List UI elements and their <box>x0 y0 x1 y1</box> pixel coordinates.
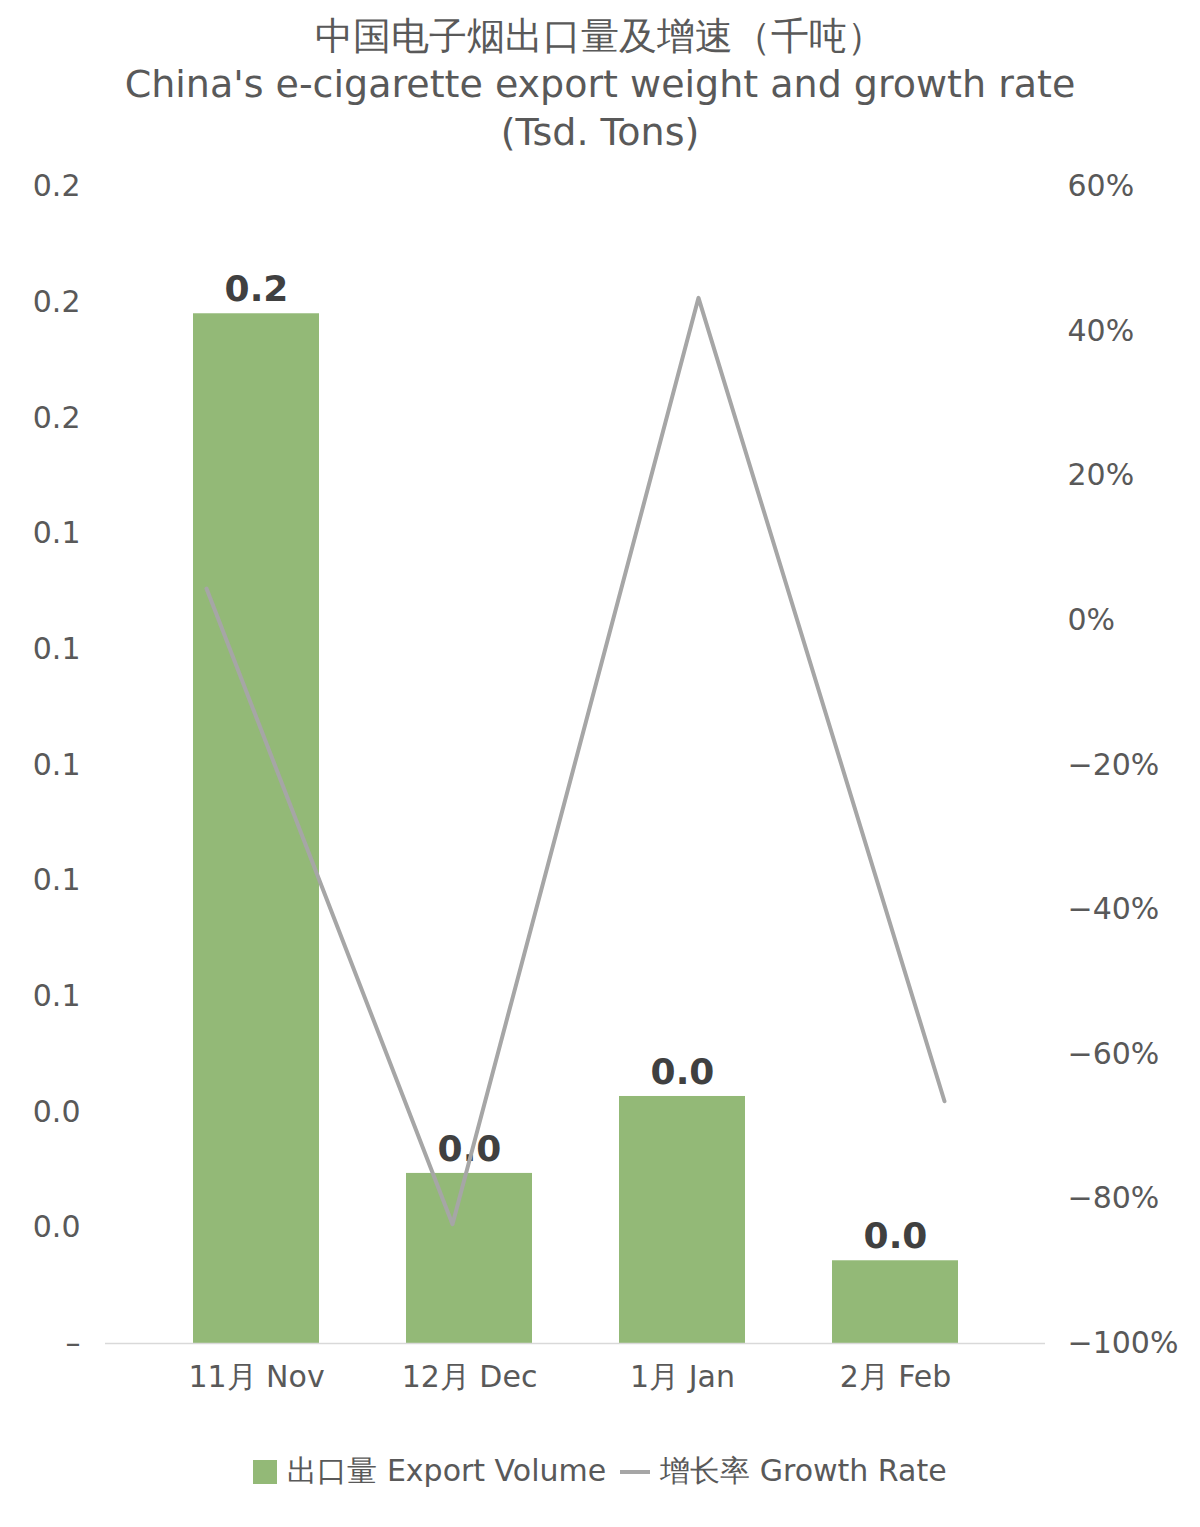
svg-text:0.0: 0.0 <box>864 1215 928 1256</box>
svg-text:−40%: −40% <box>1068 891 1160 926</box>
svg-text:11月 Nov: 11月 Nov <box>188 1359 324 1394</box>
svg-text:0.1: 0.1 <box>33 862 81 897</box>
svg-text:–: – <box>66 1325 81 1360</box>
svg-text:−80%: −80% <box>1068 1180 1160 1215</box>
svg-text:0.1: 0.1 <box>33 978 81 1013</box>
svg-text:0.2: 0.2 <box>225 268 289 309</box>
svg-text:40%: 40% <box>1068 313 1135 348</box>
html-text:增长率 Growth Rate: 增长率 Growth Rate <box>660 1453 947 1488</box>
svg-text:2月 Feb: 2月 Feb <box>840 1359 952 1394</box>
svg-text:−20%: −20% <box>1068 747 1160 782</box>
svg-text:0.2: 0.2 <box>33 168 81 203</box>
svg-text:−60%: −60% <box>1068 1036 1160 1071</box>
svg-text:0%: 0% <box>1068 602 1116 637</box>
svg-text:0.2: 0.2 <box>33 400 81 435</box>
svg-text:12月 Dec: 12月 Dec <box>402 1359 538 1394</box>
svg-text:−100%: −100% <box>1068 1325 1179 1360</box>
svg-text:0.0: 0.0 <box>33 1209 81 1244</box>
svg-text:0.1: 0.1 <box>33 747 81 782</box>
svg-text:0.0: 0.0 <box>437 1127 502 1169</box>
svg-text:0.0: 0.0 <box>33 1094 81 1129</box>
svg-text:0.1: 0.1 <box>33 631 81 666</box>
html-text:出口量 Export Volume: 出口量 Export Volume <box>287 1453 607 1488</box>
svg-text:0.2: 0.2 <box>33 284 81 319</box>
svg-text:0.1: 0.1 <box>33 515 81 550</box>
html-text:中国电子烟出口量及增速（千吨）: 中国电子烟出口量及增速（千吨） <box>315 14 885 58</box>
svg-text:60%: 60% <box>1068 168 1135 203</box>
html-text:China's e-cigarette export wei: China's e-cigarette export weight and gr… <box>124 62 1076 154</box>
svg-text:20%: 20% <box>1068 457 1135 492</box>
svg-text:1月 Jan: 1月 Jan <box>630 1359 735 1394</box>
svg-text:0.0: 0.0 <box>651 1051 715 1092</box>
